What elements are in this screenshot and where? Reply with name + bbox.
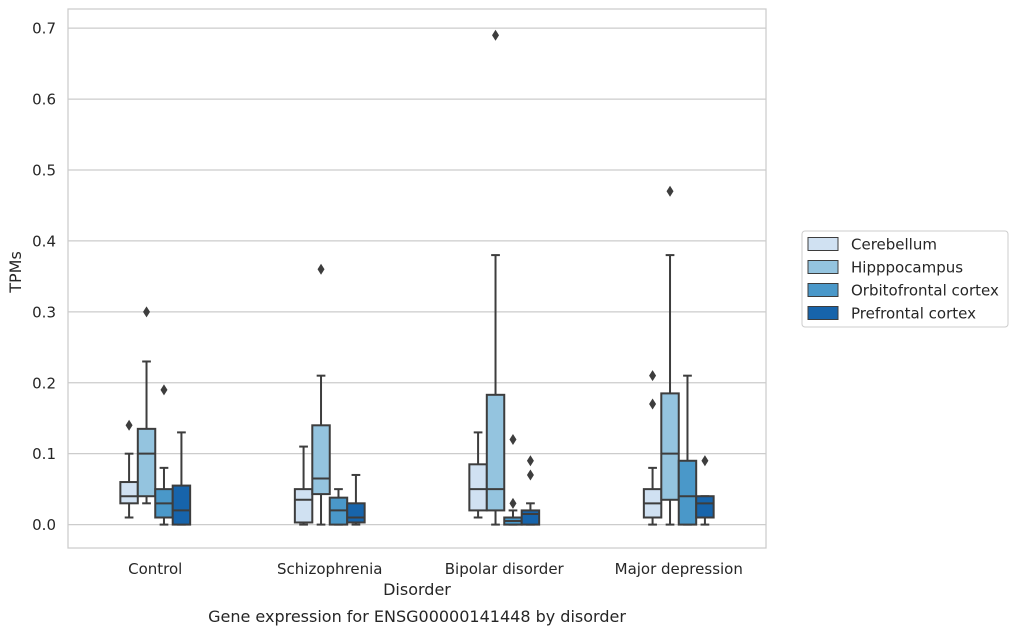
legend-swatch [807,237,839,251]
legend-label: Orbitofrontal cortex [851,282,999,300]
box-group [660,185,680,526]
chart-title: Gene expression for ENSG00000141448 by d… [208,607,626,626]
legend-swatch [807,306,839,320]
box-iqr [119,481,139,505]
y-tick-labels: 0.0 0.1 0.2 0.3 0.4 0.5 0.6 0.7 [32,20,56,534]
legend: Cerebellum Hipppocampus Orbitofrontal cort… [801,230,1009,328]
outlier-point [143,306,151,318]
outlier-point [649,370,657,382]
boxes [119,29,715,526]
box-iqr [520,509,541,526]
y-tick-label: 0.3 [32,303,56,321]
box-iqr [311,424,331,496]
legend-frame [801,230,1009,328]
x-tick-label: Schizophrenia [277,560,382,578]
box-group [311,263,331,526]
plot-frame [67,8,767,549]
y-tick-label: 0.0 [32,516,56,534]
x-tick-label: Bipolar disorder [445,560,565,578]
x-tick-label: Major depression [615,560,743,578]
outlier-point [509,497,517,509]
box-iqr [485,393,506,512]
x-axis-label: Disorder [383,580,451,599]
outlier-point [526,455,534,467]
box-iqr [136,427,157,498]
box-iqr [171,484,192,526]
box-iqr [677,459,698,526]
x-tick-labels: Control Schizophrenia Bipolar disorder Majo… [128,560,743,578]
outlier-point [649,398,657,410]
box-group [154,384,174,526]
box-group [520,455,541,526]
box-iqr [293,488,314,524]
outlier-point [701,455,709,467]
box-iqr [346,502,366,524]
box-group [136,306,157,505]
box-group [677,374,698,526]
y-tick-label: 0.4 [32,232,56,250]
outlier-point [317,263,325,275]
box-group [642,370,663,526]
y-axis-label: TPMs [6,251,25,294]
legend-label: Cerebellum [851,236,937,254]
legend-swatch [807,260,839,274]
legend-label: Prefrontal cortex [851,305,976,323]
box-iqr [468,463,488,512]
box-group [346,473,366,526]
y-tick-label: 0.1 [32,445,56,463]
box-group [485,29,506,526]
box-iqr [660,392,680,501]
outlier-point [509,433,517,445]
box-group [119,419,139,519]
y-tick-label: 0.5 [32,161,56,179]
outlier-point [666,185,674,197]
box-group [293,445,314,526]
x-tick-label: Control [128,560,182,578]
box-group [695,455,715,526]
y-tick-label: 0.6 [32,91,56,109]
legend-label: Hipppocampus [851,259,963,277]
box-iqr [695,495,715,519]
outlier-point [160,384,168,396]
y-tick-label: 0.7 [32,20,56,38]
outlier-point [492,29,500,41]
outlier-point [526,469,534,481]
y-tick-label: 0.2 [32,374,56,392]
box-group [503,433,523,526]
legend-swatch [807,283,839,297]
box-group [171,431,192,526]
outlier-point [125,419,133,431]
